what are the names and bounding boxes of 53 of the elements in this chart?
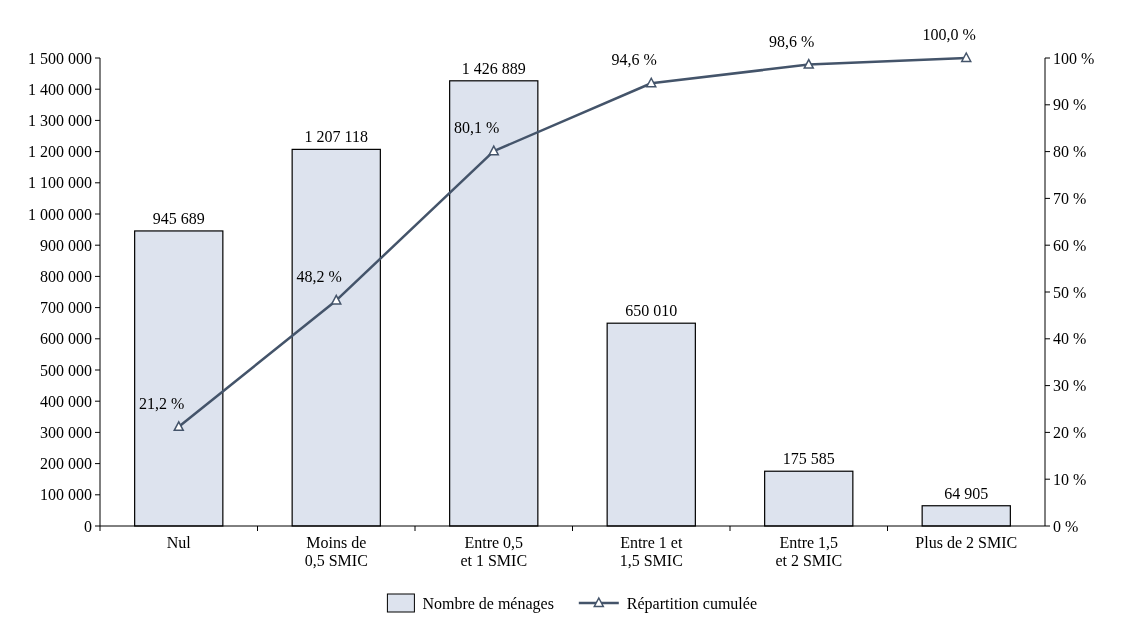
point — [961, 52, 972, 63]
point — [803, 58, 814, 69]
data-label: 80,1 % — [454, 119, 500, 137]
point — [646, 77, 657, 88]
legend-label: Répartition cumulée — [626, 594, 757, 613]
data-label: 98,6 % — [769, 32, 815, 50]
y-tick-label: 600 000 — [40, 330, 92, 348]
y-tick-label: 1 100 000 — [28, 174, 92, 192]
data-label: 21,2 % — [139, 394, 185, 412]
y2-tick-label: 90 % — [1053, 96, 1087, 114]
point — [331, 294, 342, 305]
y-tick-label: 300 000 — [40, 424, 92, 441]
y2-tick-label: 10 % — [1053, 470, 1087, 488]
point — [173, 421, 184, 432]
y-tick-label: 800 000 — [40, 268, 92, 285]
data-label: 1 207 118 — [304, 128, 368, 146]
x-tick-label: Moins de 0,5 SMIC — [304, 534, 368, 569]
y-tick-label: 1 500 000 — [28, 49, 92, 67]
point — [488, 145, 499, 156]
y-tick-label: 1 400 000 — [28, 80, 92, 98]
y-tick-label: 200 000 — [40, 455, 92, 473]
y2-tick-label: 40 % — [1053, 330, 1087, 348]
y2-tick-label: 100 % — [1053, 49, 1095, 67]
data-label: 175 585 — [782, 450, 835, 468]
y-tick-label: 500 000 — [40, 361, 92, 379]
data-label: 650 010 — [625, 302, 678, 320]
y2-tick-label: 80 % — [1053, 143, 1087, 161]
data-label: 94,6 % — [611, 51, 657, 69]
y2-tick-label: 70 % — [1053, 190, 1087, 207]
y2-tick-label: 20 % — [1053, 424, 1087, 441]
x-tick-label: Plus de 2 SMIC — [915, 534, 1018, 551]
data-label: 100,0 % — [922, 26, 976, 43]
y-tick-label: 0 — [84, 517, 92, 535]
data-label: 1 426 889 — [461, 59, 526, 77]
y2-tick-label: 60 % — [1053, 236, 1087, 254]
y-tick-label: 1 300 000 — [28, 112, 92, 129]
x-tick-label: Entre 1,5 et 2 SMIC — [775, 534, 843, 569]
y2-tick-label: 50 % — [1053, 283, 1087, 301]
y2-tick-label: 0 % — [1053, 517, 1079, 535]
x-tick-label: Entre 1 et 1,5 SMIC — [619, 534, 683, 569]
data-label: 48,2 % — [296, 268, 342, 286]
y-tick-label: 1 000 000 — [28, 205, 92, 223]
legend-label: Nombre de ménages — [422, 594, 554, 613]
data-label: 945 689 — [152, 209, 205, 227]
y2-tick-label: 30 % — [1053, 377, 1087, 395]
y-tick-label: 1 200 000 — [28, 143, 92, 161]
x-tick-label: Entre 0,5 et 1 SMIC — [460, 534, 528, 569]
y-tick-label: 400 000 — [40, 392, 92, 410]
data-label: 64 905 — [944, 484, 989, 502]
x-tick-label: Nul — [166, 534, 192, 551]
y-tick-label: 900 000 — [40, 236, 92, 254]
y-tick-label: 700 000 — [40, 299, 92, 317]
y-tick-label: 100 000 — [40, 486, 92, 504]
